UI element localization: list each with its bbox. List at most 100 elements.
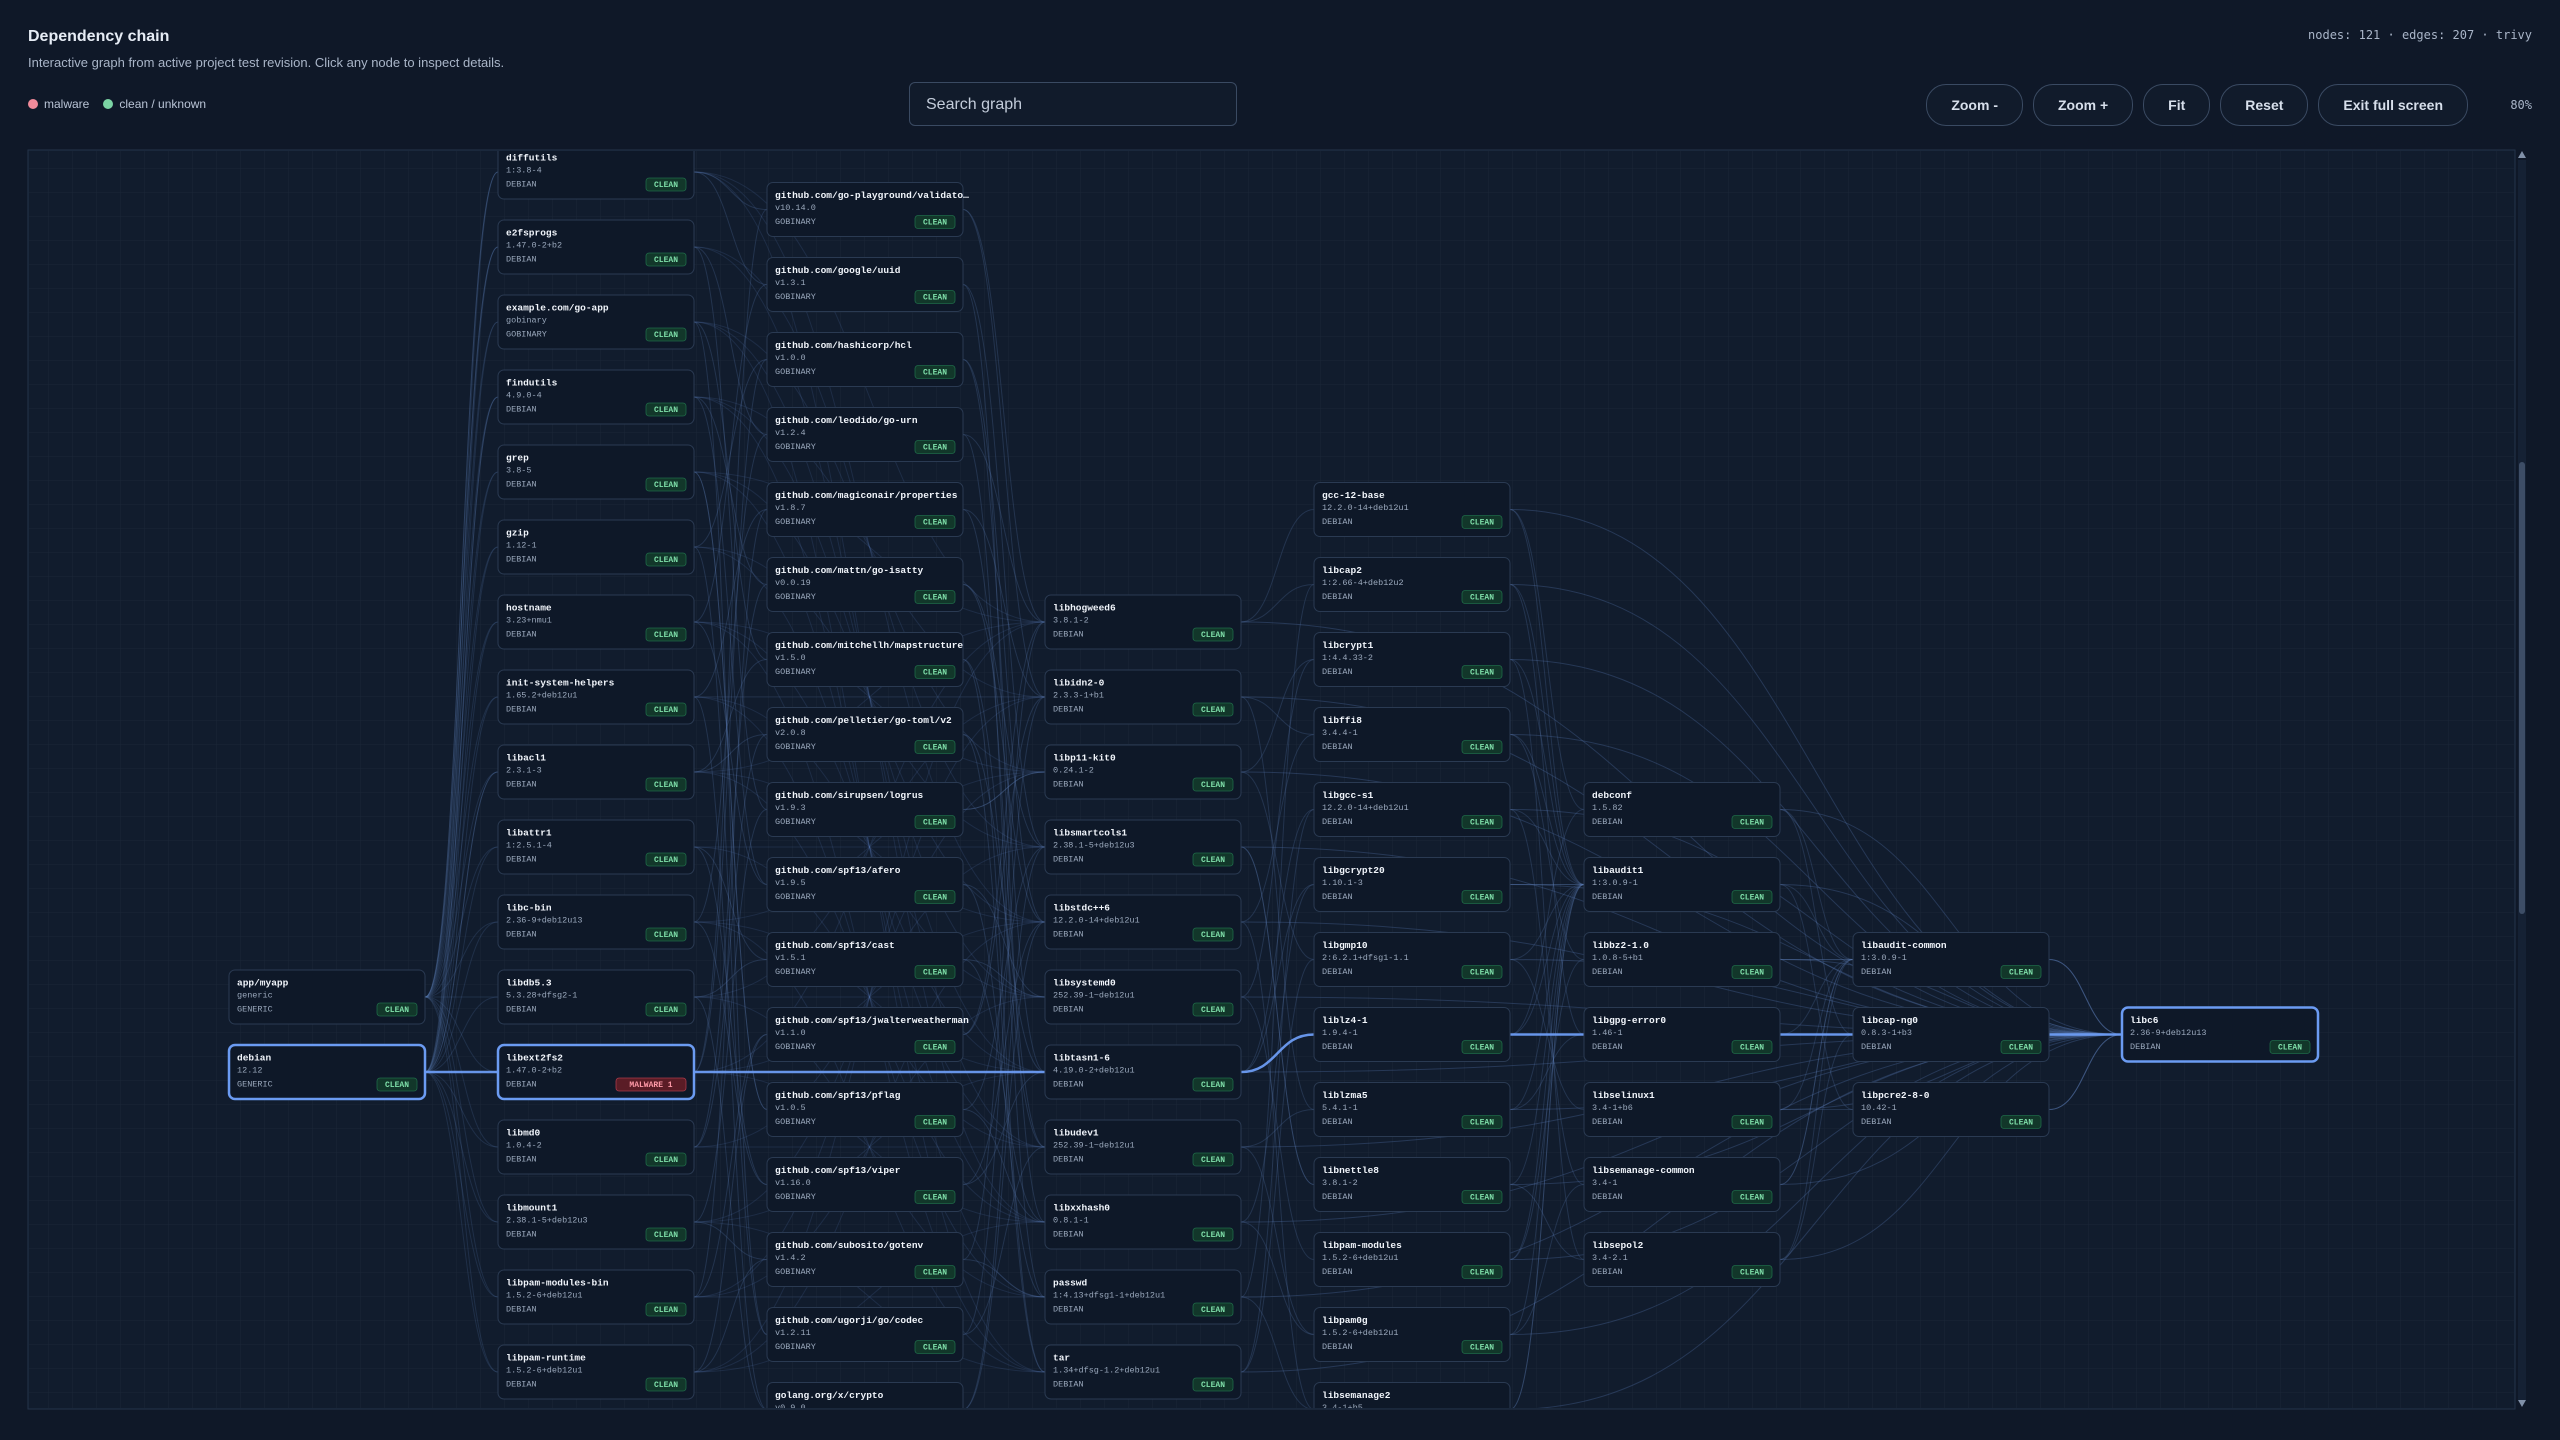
node-version: 1.9.4-1 (1322, 1028, 1358, 1038)
node[interactable]: libgpg-error0 1.46-1 DEBIAN CLEAN (1583, 1007, 1781, 1062)
node[interactable]: github.com/leodido/go-urn v1.2.4 GOBINARY C… (766, 407, 964, 462)
node-ecosystem: DEBIAN (506, 929, 537, 939)
node[interactable]: github.com/spf13/afero v1.9.5 GOBINARY CLEA… (766, 857, 964, 912)
node-ecosystem: DEBIAN (506, 854, 537, 864)
node[interactable]: github.com/google/uuid v1.3.1 GOBINARY CLEA… (766, 257, 964, 312)
node[interactable]: gcc-12-base 12.2.0-14+deb12u1 DEBIAN CLEAN (1313, 482, 1511, 537)
toolbar-button[interactable]: Exit full screen (2318, 84, 2468, 126)
node-version: 3.4.4-1 (1322, 728, 1358, 738)
node[interactable]: libcap2 1:2.66-4+deb12u2 DEBIAN CLEAN (1313, 557, 1511, 612)
node-name: diffutils (506, 153, 558, 164)
node[interactable]: libc6 2.36-9+deb12u13 DEBIAN CLEAN (2120, 1006, 2320, 1063)
node[interactable]: github.com/spf13/jwalterweatherman v1.1.0… (766, 1007, 969, 1062)
node-name: github.com/hashicorp/hcl (775, 340, 912, 351)
scrollbar-thumb[interactable] (2519, 462, 2525, 914)
node[interactable]: libselinux1 3.4-1+b6 DEBIAN CLEAN (1583, 1082, 1781, 1137)
node[interactable]: libsemanage2 3.4-1+b5 DEBIAN CLEAN (1313, 1382, 1511, 1437)
node[interactable]: libbz2-1.0 1.0.8-5+b1 DEBIAN CLEAN (1583, 932, 1781, 987)
node[interactable]: libsepol2 3.4-2.1 DEBIAN CLEAN (1583, 1232, 1781, 1287)
node[interactable]: libgmp10 2:6.2.1+dfsg1-1.1 DEBIAN CLEAN (1313, 932, 1511, 987)
node[interactable]: libdb5.35.3.28+dfsg2-1 DEBIAN CLEAN (497, 969, 695, 1025)
node[interactable]: github.com/mitchellh/mapstructure v1.5.0 G… (766, 632, 964, 687)
node[interactable]: libcap-ng0 0.8.3-1+b3 DEBIAN CLEAN (1852, 1007, 2050, 1062)
toolbar-button[interactable]: Reset (2220, 84, 2309, 126)
node-name: libsystemd0 (1053, 978, 1116, 989)
node[interactable]: libnettle8 3.8.1-2 DEBIAN CLEAN (1313, 1157, 1511, 1212)
edge (962, 959, 1046, 1223)
node-box (766, 857, 964, 912)
node[interactable]: golang.org/x/crypto v0.9.0 GOBINARY CLEAN (766, 1382, 964, 1437)
title: Dependency chain (28, 28, 170, 45)
node[interactable]: github.com/spf13/viper v1.16.0 GOBINARY CLE… (766, 1157, 964, 1212)
search-input[interactable]: Search graph (909, 82, 1237, 126)
status-label: CLEAN (1201, 1006, 1225, 1015)
node[interactable]: libpam0g 1.5.2-6+deb12u1 DEBIAN CLEAN (1313, 1307, 1511, 1362)
node[interactable]: libsemanage-common 3.4-1 DEBIAN CLEAN (1583, 1157, 1781, 1212)
node[interactable]: libffi8 3.4.4-1 DEBIAN CLEAN (1313, 707, 1511, 762)
node[interactable]: libgcrypt20 1.10.1-3 DEBIAN CLEAN (1313, 857, 1511, 912)
node[interactable]: libgcc-s1 12.2.0-14+deb12u1 DEBIAN CLEAN (1313, 782, 1511, 837)
node-box (1313, 1007, 1511, 1062)
toolbar-button[interactable]: Fit (2143, 84, 2211, 126)
edge (693, 321, 1046, 1073)
node-version: 12.2.0-14+deb12u1 (1053, 915, 1140, 925)
node[interactable]: github.com/hashicorp/hcl v1.0.0 GOBINARY CL… (766, 332, 964, 387)
node-name: libext2fs2 (506, 1053, 563, 1064)
node[interactable]: github.com/subosito/gotenv v1.4.2 GOBINARY… (766, 1232, 964, 1287)
node[interactable]: github.com/pelletier/go-toml/v2 v2.0.8 GOB… (766, 707, 964, 762)
edge (1509, 509, 2123, 1035)
node[interactable]: github.com/spf13/cast v1.5.1 GOBINARY CLEAN (766, 932, 964, 987)
node[interactable]: liblzma5 5.4.1-1 DEBIAN CLEAN (1313, 1082, 1511, 1137)
node[interactable]: libtasn1-64.19.0-2+deb12u1 DEBIAN CLEAN (1044, 1044, 1242, 1100)
node-ecosystem: DEBIAN (1322, 1117, 1353, 1127)
edge (693, 921, 1046, 1373)
node[interactable]: libaudit1 1:3.0.9-1 DEBIAN CLEAN (1583, 857, 1781, 912)
node[interactable]: libaudit-common 1:3.0.9-1 DEBIAN CLEAN (1852, 932, 2050, 987)
node[interactable]: libpcre2-8-0 10.42-1 DEBIAN CLEAN (1852, 1082, 2050, 1137)
status-label: CLEAN (1740, 1044, 1764, 1053)
node[interactable]: github.com/magiconair/properties v1.8.7 GO… (766, 482, 964, 537)
toolbar-button[interactable]: Zoom - (1926, 84, 2023, 126)
node[interactable]: github.com/spf13/pflag v1.0.5 GOBINARY CLEA… (766, 1082, 964, 1137)
node[interactable]: github.com/ugorji/go/codec v1.2.11 GOBINAR… (766, 1307, 964, 1362)
node[interactable]: github.com/go-playground/validato… v10.14… (766, 182, 969, 237)
node[interactable]: liblz4-1 1.9.4-1 DEBIAN CLEAN (1313, 1007, 1511, 1062)
node[interactable]: libcrypt1 1:4.4.33-2 DEBIAN CLEAN (1313, 632, 1511, 687)
node[interactable]: debconf 1.5.82 DEBIAN CLEAN (1583, 782, 1781, 837)
node[interactable]: libstdc++612.2.0-14+deb12u1 DEBIAN CLEAN (1044, 894, 1242, 950)
node-ecosystem: GOBINARY (775, 442, 816, 452)
node[interactable]: libpam-modules 1.5.2-6+deb12u1 DEBIAN CLEAN (1313, 1232, 1511, 1287)
toolbar-button[interactable]: Zoom + (2032, 84, 2134, 126)
node-box (227, 1043, 427, 1101)
node[interactable]: libidn2-02.3.3-1+b1 DEBIAN CLEAN (1044, 669, 1242, 725)
node[interactable]: github.com/mattn/go-isatty v0.0.19 GOBINAR… (766, 557, 964, 612)
node[interactable]: github.com/sirupsen/logrus v1.9.3 GOBINARY… (766, 782, 964, 837)
status-badge (1192, 627, 1234, 642)
